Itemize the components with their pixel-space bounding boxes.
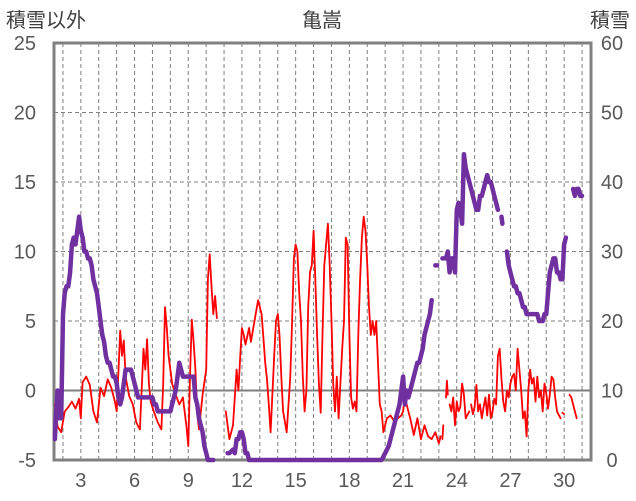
series-layer (52, 151, 585, 463)
right-tick-label: 10 (601, 381, 623, 403)
left-tick-label: 15 (14, 172, 36, 194)
right-tick-label: 0 (606, 450, 617, 472)
x-tick-label: 27 (499, 470, 521, 492)
other-series-segment (448, 382, 471, 427)
other-series-segment (224, 215, 442, 445)
x-tick-label: 9 (183, 470, 194, 492)
x-tick-label: 24 (446, 470, 468, 492)
right-tick-label: 50 (601, 103, 623, 125)
left-tick-label: 25 (14, 33, 36, 55)
other-series-segment (445, 379, 449, 399)
other-series-segment (470, 347, 562, 438)
snow-series-segment (52, 214, 216, 463)
left-tick-label: 10 (14, 242, 36, 264)
right-tick-label: 30 (601, 242, 623, 264)
left-tick-label: -5 (18, 450, 36, 472)
x-tick-label: 30 (553, 470, 575, 492)
left-tick-label: 20 (14, 103, 36, 125)
snow-series-segment (440, 151, 501, 275)
x-tick-label: 12 (231, 470, 253, 492)
right-axis-title: 積雪 (590, 8, 630, 32)
snow-series-segment (499, 214, 505, 226)
other-series-segment (561, 411, 565, 415)
other-series-segment (568, 393, 578, 420)
x-tick-label: 6 (129, 470, 140, 492)
snow-series-segment (225, 297, 434, 463)
x-tick-label: 15 (285, 470, 307, 492)
right-tick-label: 40 (601, 172, 623, 194)
left-axis-title: 積雪以外 (6, 8, 86, 32)
x-tick-label: 18 (338, 470, 360, 492)
snow-series-segment (570, 186, 585, 199)
left-tick-label: 0 (25, 381, 36, 403)
chart-title: 亀嵩 (302, 8, 342, 32)
left-tick-label: 5 (25, 311, 36, 333)
x-tick-label: 21 (392, 470, 414, 492)
other-series-segment (441, 424, 445, 440)
snow-series-segment (504, 235, 569, 324)
x-tick-label: 3 (75, 470, 86, 492)
right-tick-label: 20 (601, 311, 623, 333)
right-tick-label: 60 (601, 33, 623, 55)
